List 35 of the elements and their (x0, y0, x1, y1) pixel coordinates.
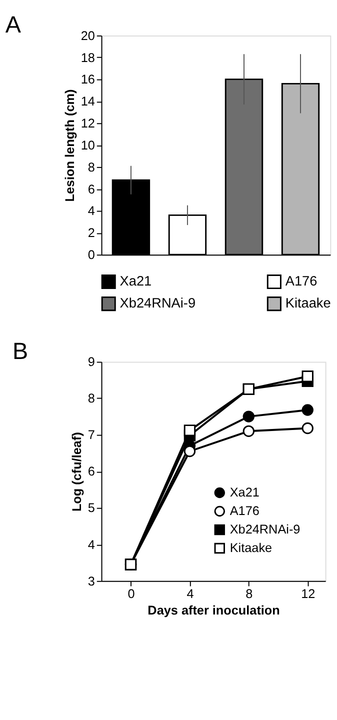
y-tick-label: 6 (88, 182, 95, 196)
legend-label: A176 (285, 274, 318, 289)
x-tick-label: 8 (246, 586, 253, 601)
y-tick-label: 5 (88, 501, 95, 516)
y-tick-label: 3 (88, 574, 95, 588)
x-tick-label: 12 (301, 586, 316, 601)
y-tick-label: 20 (80, 28, 95, 43)
y-tick-label: 8 (88, 392, 95, 406)
legend-label: Xb24RNAi-9 (230, 522, 300, 537)
chart-title: A (5, 12, 22, 38)
x-tick-label: 0 (128, 586, 135, 601)
y-tick-label: 4 (88, 204, 95, 218)
y-axis-title: Lesion length (cm) (63, 89, 78, 202)
legend-label: Kitaake (230, 541, 272, 556)
y-tick-label: 10 (80, 138, 95, 152)
y-tick-label: 8 (88, 160, 95, 174)
legend-label: Kitaake (285, 296, 331, 311)
y-tick-label: 16 (80, 72, 95, 87)
y-tick-label: 7 (88, 428, 95, 442)
x-tick-label: 4 (186, 586, 194, 601)
y-tick-label: 0 (88, 248, 95, 262)
y-tick-label: 14 (80, 94, 95, 109)
y-tick-label: 12 (80, 116, 95, 131)
y-tick-label: 2 (88, 226, 95, 240)
legend-label: Xb24RNAi-9 (120, 296, 196, 311)
legend-label: Xa21 (230, 486, 260, 500)
y-tick-label: 6 (88, 464, 95, 479)
y-tick-label: 4 (88, 538, 95, 552)
y-tick-label: 18 (80, 50, 95, 65)
legend-label: Xa21 (120, 274, 152, 289)
y-tick-label: 9 (88, 355, 95, 370)
chart-title: B (12, 338, 28, 364)
x-axis-title: Days after inoculation (148, 604, 280, 618)
legend-label: A176 (230, 504, 260, 518)
y-axis-title: Log (cfu/leaf) (70, 432, 84, 512)
